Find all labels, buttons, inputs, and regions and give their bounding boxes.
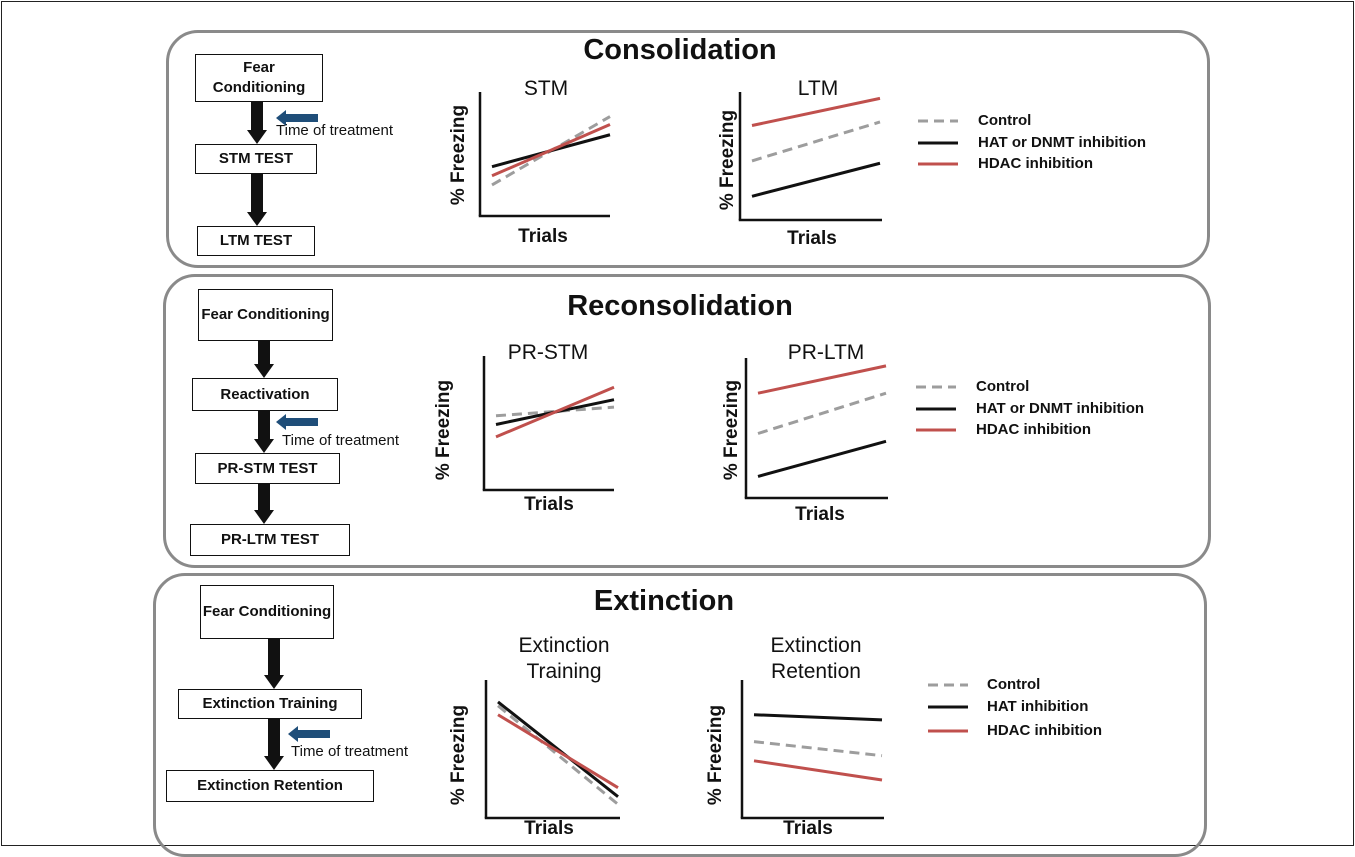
x-axis-label: Trials: [518, 226, 568, 247]
legend-swatch-hdac: [916, 428, 956, 432]
series-line-control: [751, 120, 881, 163]
panel-title: Consolidation: [583, 34, 777, 66]
legend-swatch-inhibitor: [928, 705, 968, 709]
flow-box-stm-test: STM TEST: [195, 144, 317, 174]
legend-label: HAT inhibition: [987, 698, 1089, 715]
legend-label: HDAC inhibition: [987, 722, 1102, 739]
legend-label: HDAC inhibition: [976, 421, 1091, 438]
x-axis-label: Trials: [524, 494, 574, 515]
down-arrow: [247, 102, 267, 144]
series-line-inhibitor: [751, 161, 881, 198]
flow-label: LTM TEST: [219, 232, 293, 249]
series-line-inhibitor: [753, 713, 883, 722]
panel-title: Extinction: [593, 585, 735, 617]
legend-swatch-hdac: [918, 162, 958, 166]
x-axis-label: Trials: [783, 818, 833, 839]
chart-title: Extinction Retention: [770, 634, 862, 683]
legend-swatch-inhibitor: [916, 407, 956, 411]
legend-label: Control: [978, 112, 1032, 129]
y-axis-label: % Freezing: [448, 704, 469, 806]
chart-title: LTM: [797, 77, 839, 100]
flow-label: Extinction Retention: [197, 777, 343, 794]
flow-label: PR-LTM TEST: [220, 531, 320, 548]
chart-ltm: [738, 92, 882, 222]
series-line-control: [753, 740, 883, 758]
down-arrow: [254, 411, 274, 453]
flow-box-pr-stm-test: PR-STM TEST: [195, 453, 340, 484]
flow-box-reactivation: Reactivation: [192, 378, 338, 411]
treatment-label: Time of treatment: [282, 432, 399, 449]
chart-title: STM: [523, 77, 569, 100]
legend-swatch-control: [916, 385, 956, 389]
y-axis-label: % Freezing: [705, 704, 726, 806]
legend-swatch-control: [918, 119, 958, 123]
legend-swatch-control: [928, 683, 968, 687]
treatment-arrow-icon: [276, 414, 318, 430]
down-arrow: [264, 719, 284, 770]
down-arrow: [264, 639, 284, 689]
series-line-inhibitor: [497, 700, 619, 798]
series-line-control: [495, 405, 615, 418]
flow-box-fear-conditioning: Fear Conditioning: [195, 54, 323, 102]
legend-label: HAT or DNMT inhibition: [978, 134, 1147, 151]
chart-extinction-retention: [740, 680, 884, 820]
flow-label: Extinction Training: [202, 695, 338, 712]
y-axis-label: % Freezing: [721, 379, 742, 481]
series-line-hdac: [751, 96, 881, 127]
series-line-hdac: [757, 364, 887, 395]
legend-label: HAT or DNMT inhibition: [976, 400, 1145, 417]
flow-box-fear-conditioning: Fear Conditioning: [200, 585, 334, 639]
legend-label: Control: [976, 378, 1030, 395]
flow-label: STM TEST: [218, 150, 294, 167]
y-axis-label: % Freezing: [717, 109, 738, 211]
series-line-hdac: [495, 385, 615, 439]
treatment-label: Time of treatment: [291, 743, 408, 760]
legend-label: Control: [987, 676, 1041, 693]
flow-box-pr-ltm-test: PR-LTM TEST: [190, 524, 350, 556]
flow-box-ltm-test: LTM TEST: [197, 226, 315, 256]
flow-label: Fear Conditioning: [202, 603, 332, 620]
panel-title: Reconsolidation: [567, 290, 793, 322]
y-axis-label: % Freezing: [448, 104, 469, 206]
flow-box-fear-conditioning: Fear Conditioning: [198, 289, 333, 341]
chart-extinction-training: [484, 680, 620, 820]
flow-label: Fear Conditioning: [201, 306, 330, 323]
treatment-label: Time of treatment: [276, 122, 393, 139]
down-arrow: [254, 341, 274, 378]
treatment-arrow-icon: [288, 726, 330, 742]
down-arrow: [247, 174, 267, 226]
chart-title: Extinction Training: [518, 634, 610, 683]
chart-title: PR-STM: [507, 341, 589, 364]
panel-reconsolidation: [163, 274, 1211, 568]
series-line-control: [497, 704, 619, 806]
flow-label: PR-STM TEST: [217, 459, 318, 477]
x-axis-label: Trials: [524, 818, 574, 839]
x-axis-label: Trials: [787, 228, 837, 249]
series-line-inhibitor: [757, 439, 887, 478]
flow-label: Reactivation: [220, 385, 310, 403]
legend-label: HDAC inhibition: [978, 155, 1093, 172]
legend-swatch-hdac: [928, 729, 968, 733]
x-axis-label: Trials: [795, 504, 845, 525]
panel-consolidation: [166, 30, 1210, 268]
flow-label: Fear Conditioning: [212, 59, 306, 96]
legend-swatch-inhibitor: [918, 141, 958, 145]
series-line-hdac: [497, 713, 619, 789]
chart-pr-ltm: [744, 358, 888, 500]
y-axis-label: % Freezing: [433, 379, 454, 481]
flow-box-extinction-training: Extinction Training: [178, 689, 362, 719]
down-arrow: [254, 484, 274, 524]
chart-pr-stm: [482, 356, 615, 492]
flow-box-extinction-retention: Extinction Retention: [166, 770, 374, 802]
series-line-control: [757, 391, 887, 435]
series-line-hdac: [491, 123, 611, 178]
chart-stm: [478, 92, 611, 218]
chart-title: PR-LTM: [787, 341, 865, 364]
treatment-arrow-icon: [276, 110, 318, 126]
series-line-hdac: [753, 759, 883, 782]
